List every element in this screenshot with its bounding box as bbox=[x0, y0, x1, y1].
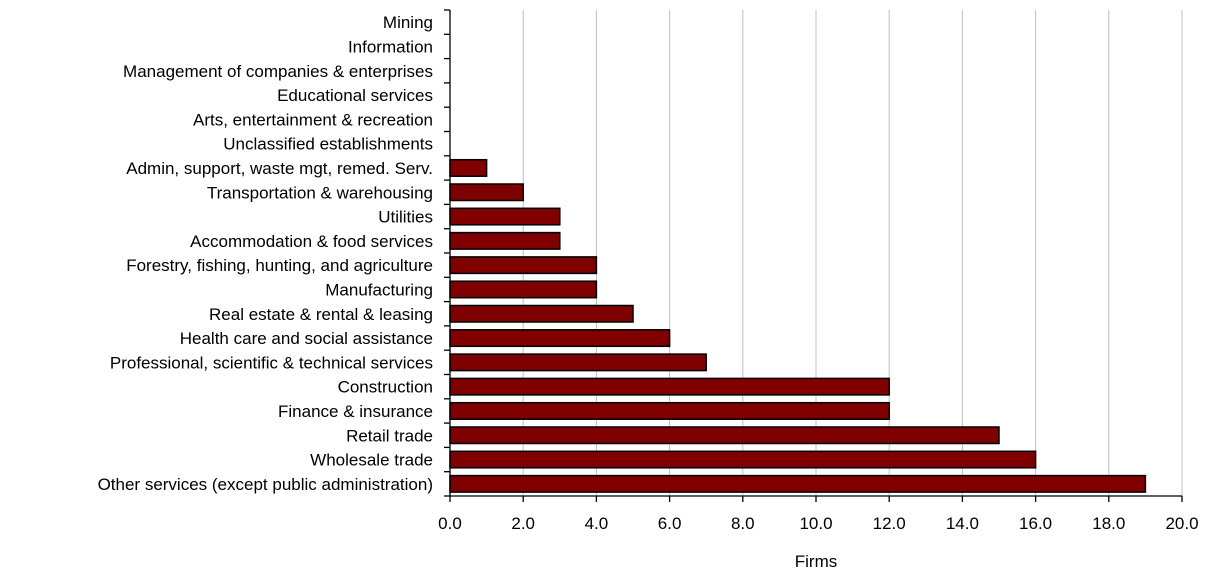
x-tick-label: 20.0 bbox=[1165, 514, 1198, 533]
category-label: Wholesale trade bbox=[310, 451, 433, 470]
category-label: Unclassified establishments bbox=[223, 135, 433, 154]
x-tick-label: 10.0 bbox=[799, 514, 832, 533]
category-label: Finance & insurance bbox=[278, 402, 433, 421]
category-label: Other services (except public administra… bbox=[98, 475, 433, 494]
x-tick-label: 18.0 bbox=[1092, 514, 1125, 533]
category-label: Educational services bbox=[277, 86, 433, 105]
bar bbox=[449, 158, 488, 177]
category-label: Information bbox=[348, 37, 433, 56]
category-label: Construction bbox=[338, 378, 433, 397]
category-label: Mining bbox=[383, 13, 433, 32]
x-tick-label: 6.0 bbox=[658, 514, 682, 533]
category-label: Transportation & warehousing bbox=[207, 183, 433, 202]
bar bbox=[449, 231, 561, 250]
category-label: Health care and social assistance bbox=[180, 329, 433, 348]
category-label: Utilities bbox=[378, 208, 433, 227]
bar bbox=[449, 377, 890, 396]
bar bbox=[449, 304, 634, 323]
bar bbox=[449, 280, 598, 299]
category-label: Arts, entertainment & recreation bbox=[193, 110, 433, 129]
bar bbox=[449, 207, 561, 226]
bar bbox=[449, 183, 524, 202]
x-axis-title: Firms bbox=[795, 552, 837, 571]
category-label: Real estate & rental & leasing bbox=[209, 305, 433, 324]
x-tick-label: 0.0 bbox=[438, 514, 462, 533]
x-tick-label: 12.0 bbox=[873, 514, 906, 533]
category-label: Admin, support, waste mgt, remed. Serv. bbox=[126, 159, 433, 178]
bar bbox=[449, 426, 1000, 445]
bar bbox=[449, 256, 598, 275]
category-label: Professional, scientific & technical ser… bbox=[110, 353, 433, 372]
category-label: Retail trade bbox=[346, 426, 433, 445]
x-tick-label: 4.0 bbox=[585, 514, 609, 533]
bar bbox=[449, 353, 707, 372]
grid-lines bbox=[522, 10, 1183, 496]
bar bbox=[449, 450, 1037, 469]
category-label: Manufacturing bbox=[325, 280, 433, 299]
x-tick-label: 14.0 bbox=[946, 514, 979, 533]
category-label: Management of companies & enterprises bbox=[123, 62, 433, 81]
category-labels: Mining Information Management of companies… bbox=[98, 13, 433, 494]
x-tick-label: 2.0 bbox=[511, 514, 535, 533]
bars bbox=[449, 158, 1147, 493]
axes bbox=[444, 9, 1183, 502]
bar bbox=[449, 474, 1147, 493]
x-tick-labels: 0.0 2.0 4.0 6.0 8.0 10.0 12.0 14.0 16.0 18.0 20.0 bbox=[438, 514, 1198, 533]
x-tick-label: 16.0 bbox=[1019, 514, 1052, 533]
bar bbox=[449, 401, 890, 420]
category-label: Forestry, fishing, hunting, and agricult… bbox=[126, 256, 433, 275]
x-tick-label: 8.0 bbox=[731, 514, 755, 533]
category-label: Accommodation & food services bbox=[190, 232, 433, 251]
bar bbox=[449, 329, 671, 348]
